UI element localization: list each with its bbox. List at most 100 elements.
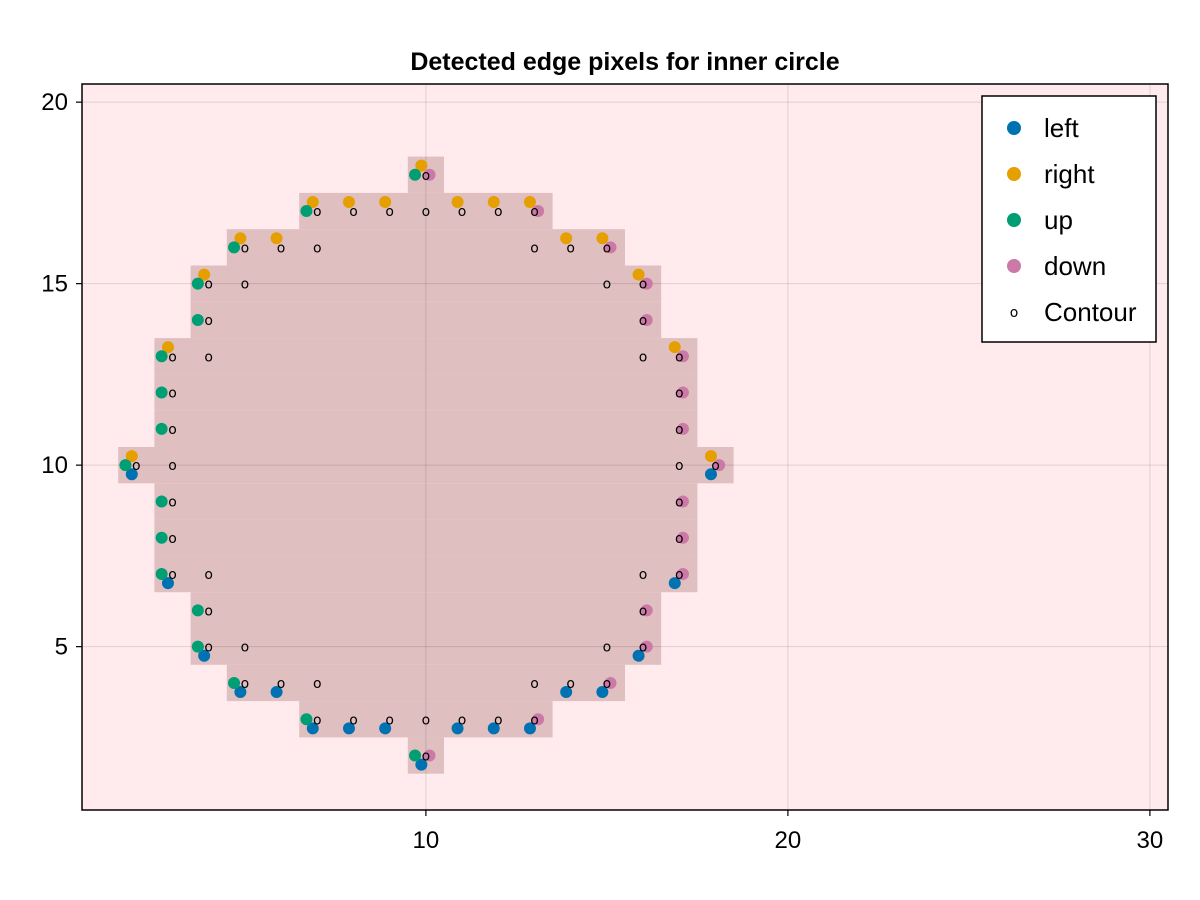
- contour-point: o: [458, 712, 467, 728]
- contour-point: o: [458, 204, 467, 220]
- contour-point: o: [313, 712, 322, 728]
- contour-point: o: [204, 313, 213, 329]
- left-point: [668, 577, 681, 590]
- contour-point: o: [639, 277, 648, 293]
- right-point: [198, 268, 211, 281]
- contour-point: o: [168, 349, 177, 365]
- up-point: [155, 386, 168, 399]
- legend-label-right: right: [1044, 159, 1095, 189]
- contour-point: o: [603, 640, 612, 656]
- y-axis-ticks: 5 10 15 20: [41, 89, 82, 661]
- right-point: [487, 195, 500, 208]
- up-point: [119, 459, 132, 472]
- right-point: [596, 232, 609, 245]
- left-point: [198, 649, 211, 662]
- contour-point: o: [422, 168, 431, 184]
- left-point: [161, 577, 174, 590]
- legend-label-left: left: [1044, 113, 1079, 143]
- contour-point: o: [494, 712, 503, 728]
- right-point: [379, 195, 392, 208]
- left-point: [632, 649, 645, 662]
- down-point: [676, 386, 689, 399]
- contour-point: o: [241, 277, 250, 293]
- right-point: [161, 341, 174, 354]
- mask-row: [154, 555, 698, 593]
- y-tick-label: 15: [41, 271, 68, 298]
- contour-point: o: [675, 458, 684, 474]
- legend-marker-up: [1007, 213, 1021, 227]
- contour-point: o: [639, 603, 648, 619]
- mask-row: [118, 447, 734, 484]
- legend-label-up: up: [1044, 205, 1073, 235]
- up-point: [155, 422, 168, 435]
- up-point: [191, 277, 204, 290]
- down-point: [532, 713, 545, 726]
- mask-row: [154, 338, 698, 375]
- up-point: [409, 168, 422, 181]
- contour-point: o: [204, 567, 213, 583]
- legend-label-contour: Contour: [1044, 297, 1137, 327]
- right-point: [632, 268, 645, 281]
- y-tick-label: 5: [55, 634, 68, 661]
- left-point: [234, 686, 247, 699]
- contour-point: o: [530, 204, 539, 220]
- x-tick-label: 30: [1137, 827, 1164, 854]
- contour-point: o: [168, 458, 177, 474]
- contour-point: o: [675, 531, 684, 547]
- right-point: [125, 450, 138, 463]
- down-point: [640, 640, 653, 653]
- contour-point: o: [204, 277, 213, 293]
- left-point: [379, 722, 392, 735]
- contour-point: o: [132, 458, 141, 474]
- down-point: [532, 205, 545, 218]
- contour-point: o: [241, 240, 250, 256]
- right-point: [560, 232, 573, 245]
- contour-point: o: [603, 240, 612, 256]
- chart-title: Detected edge pixels for inner circle: [410, 48, 839, 76]
- contour-point: o: [675, 494, 684, 510]
- contour-point: o: [168, 531, 177, 547]
- contour-point: o: [530, 240, 539, 256]
- down-point: [423, 168, 436, 181]
- up-point: [155, 568, 168, 581]
- legend-marker-contour: o: [1010, 305, 1019, 321]
- left-point: [415, 758, 428, 771]
- contour-point: o: [385, 712, 394, 728]
- series-left: [125, 468, 717, 771]
- mask-row: [190, 301, 662, 339]
- y-tick-label: 20: [41, 89, 68, 116]
- contour-point: o: [675, 386, 684, 402]
- contour-point: o: [168, 567, 177, 583]
- right-point: [270, 232, 283, 245]
- mask-row: [299, 192, 553, 230]
- down-point: [640, 604, 653, 617]
- left-point: [270, 686, 283, 699]
- down-point: [604, 676, 617, 689]
- right-point: [234, 232, 247, 245]
- plot-frame: [81, 83, 1169, 811]
- up-point: [155, 531, 168, 544]
- mask-row: [226, 229, 626, 266]
- down-point: [676, 495, 689, 508]
- left-point: [560, 686, 573, 699]
- mask-row: [190, 265, 662, 302]
- contour-point: o: [603, 277, 612, 293]
- right-point: [306, 195, 319, 208]
- legend-marker-left: [1007, 121, 1021, 135]
- mask-row: [154, 374, 698, 411]
- contour-point: o: [277, 676, 286, 692]
- edge-mask-image: [118, 156, 734, 774]
- right-point: [342, 195, 355, 208]
- contour-point: o: [566, 240, 575, 256]
- down-point: [676, 568, 689, 581]
- up-point: [300, 713, 313, 726]
- x-tick-label: 10: [413, 827, 440, 854]
- contour-point: o: [639, 313, 648, 329]
- contour-point: o: [349, 204, 358, 220]
- up-point: [191, 604, 204, 617]
- right-point: [523, 195, 536, 208]
- right-point: [704, 450, 717, 463]
- left-point: [125, 468, 138, 481]
- contour-point: o: [422, 204, 431, 220]
- contour-point: o: [277, 240, 286, 256]
